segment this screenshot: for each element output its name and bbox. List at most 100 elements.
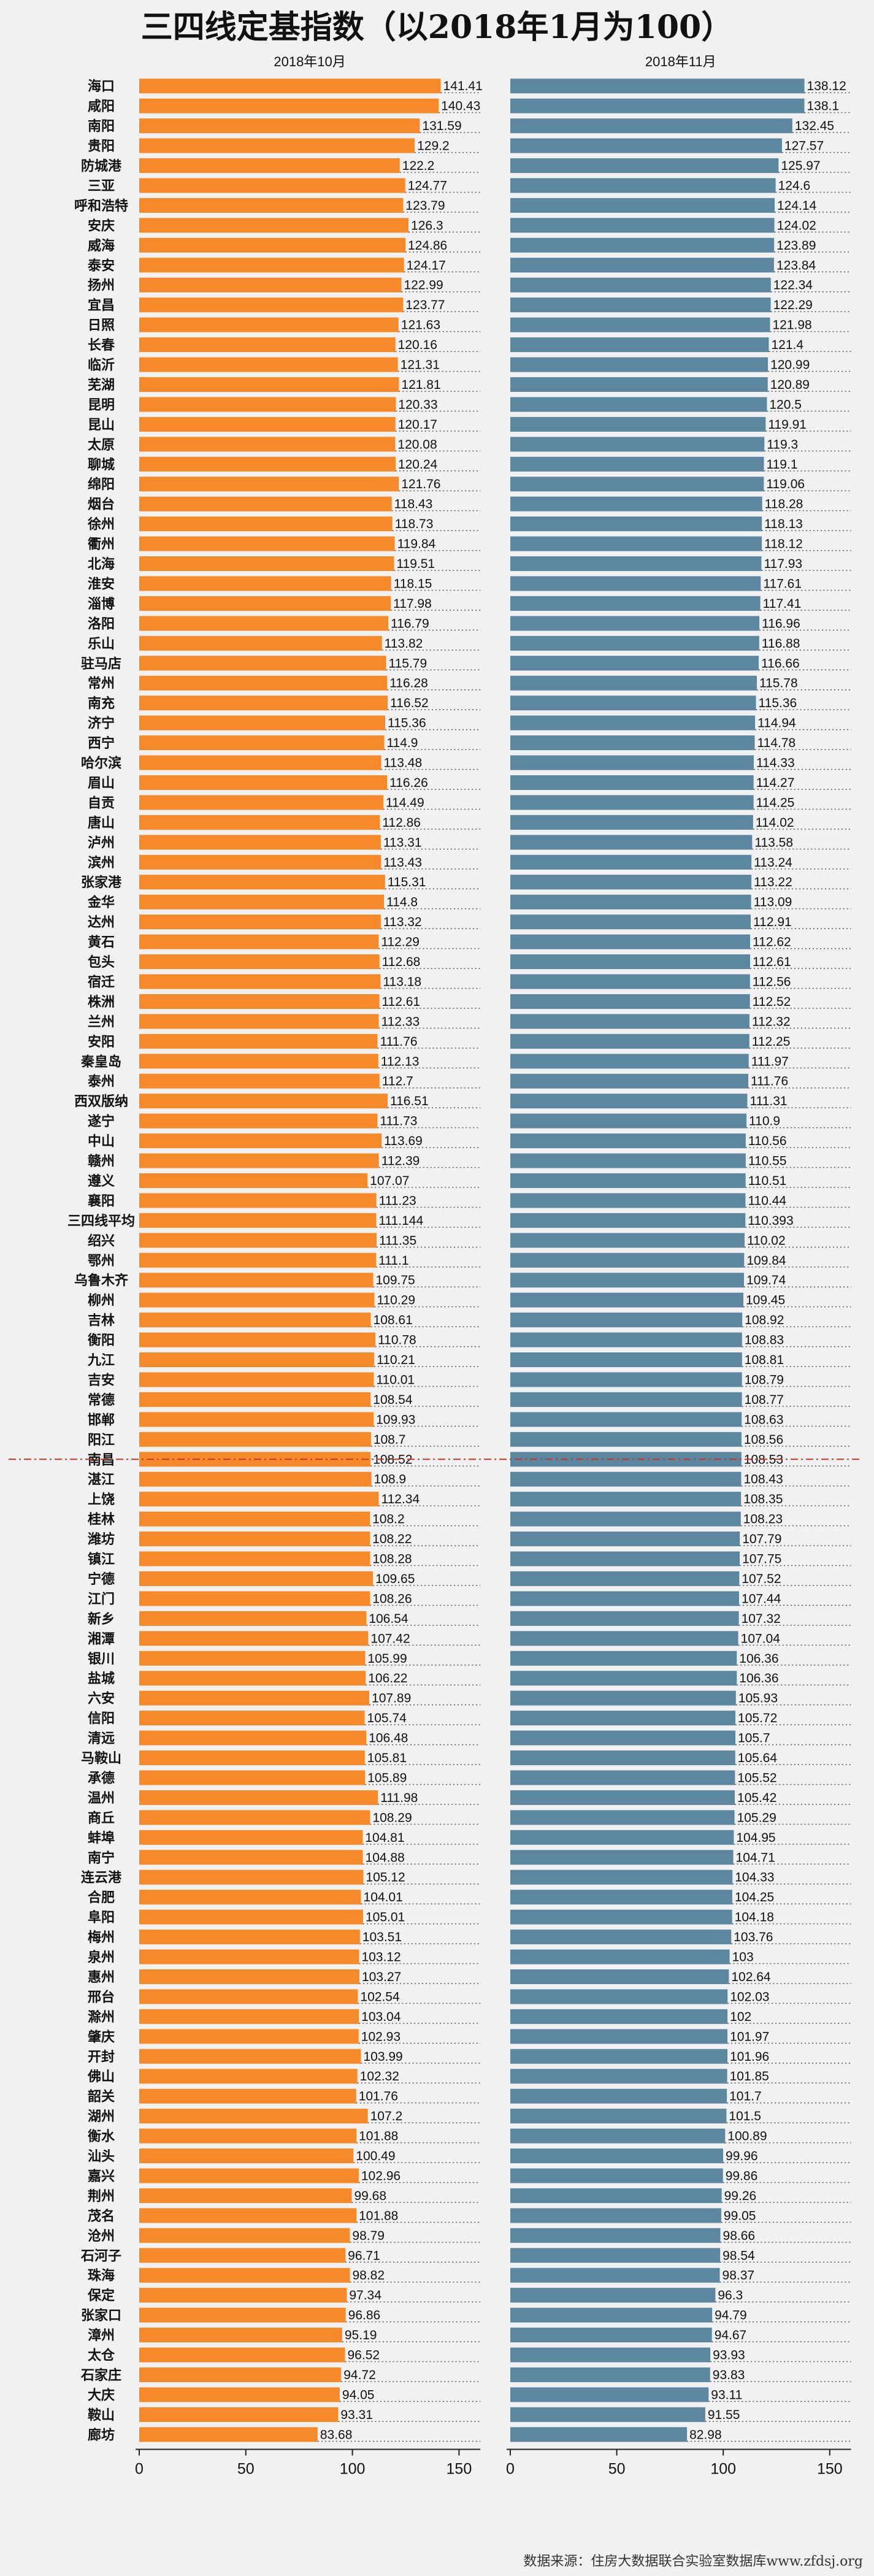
- value-label-oct: 108.61: [374, 1313, 413, 1327]
- value-label-oct: 107.2: [370, 2109, 403, 2123]
- category-label: 廊坊: [88, 2427, 115, 2443]
- value-label-oct: 107.42: [370, 1631, 410, 1646]
- value-label-oct: 97.34: [349, 2288, 381, 2302]
- value-label-nov: 99.86: [726, 2169, 758, 2183]
- category-label: 荆州: [88, 2188, 115, 2204]
- value-label-oct: 131.59: [422, 119, 461, 133]
- value-label-oct: 112.34: [381, 1492, 420, 1506]
- category-label: 三四线平均: [67, 1213, 135, 1229]
- bar-nov: [510, 2009, 728, 2024]
- bar-oct: [139, 1571, 374, 1586]
- category-label: 大庆: [88, 2387, 115, 2403]
- value-label-nov: 101.97: [730, 2030, 769, 2044]
- value-label-nov: 120.99: [770, 358, 810, 372]
- bar-nov: [510, 2029, 728, 2044]
- bar-nov: [510, 178, 776, 193]
- series-header-nov: 2018年11月: [645, 54, 716, 69]
- category-label: 衢州: [88, 537, 115, 553]
- value-label-oct: 108.29: [372, 1811, 412, 1825]
- value-label-oct: 112.61: [381, 995, 420, 1009]
- value-label-nov: 116.88: [762, 637, 800, 651]
- bar-nov: [510, 1173, 746, 1188]
- value-label-nov: 111.31: [749, 1094, 787, 1108]
- value-label-nov: 101.96: [730, 2050, 769, 2064]
- bar-nov: [510, 237, 775, 253]
- value-label-oct: 126.3: [411, 218, 443, 232]
- bar-nov: [510, 1671, 737, 1686]
- value-label-oct: 116.51: [390, 1094, 429, 1108]
- bar-oct: [139, 1631, 369, 1646]
- bar-nov: [510, 675, 757, 691]
- bar-nov: [510, 477, 764, 492]
- bar-oct: [139, 914, 381, 930]
- category-label: 防城港: [81, 158, 122, 174]
- bar-nov: [510, 2168, 723, 2183]
- bar-oct: [139, 237, 406, 253]
- bar-nov: [510, 2069, 727, 2084]
- bar-nov: [510, 2267, 720, 2283]
- value-label-oct: 115.31: [388, 875, 426, 889]
- value-label-nov: 112.56: [753, 975, 791, 989]
- value-label-oct: 106.22: [368, 1671, 407, 1685]
- category-label: 泸州: [88, 835, 115, 851]
- bar-oct: [139, 1392, 371, 1407]
- value-label-oct: 98.82: [352, 2269, 385, 2283]
- value-label-oct: 111.23: [379, 1194, 416, 1208]
- category-label: 宁德: [88, 1571, 115, 1587]
- category-label: 梅州: [88, 1930, 115, 1945]
- category-label: 吉林: [88, 1313, 115, 1328]
- bar-nov: [510, 158, 779, 174]
- bar-oct: [139, 2168, 359, 2183]
- bar-oct: [139, 815, 380, 830]
- bar-nov: [510, 416, 766, 432]
- value-label-nov: 94.79: [715, 2309, 747, 2323]
- value-label-nov: 118.12: [764, 537, 803, 551]
- bar-nov: [510, 1969, 729, 1984]
- category-label: 包头: [88, 954, 115, 970]
- bar-nov: [510, 437, 765, 452]
- bar-nov: [510, 974, 750, 989]
- bar-oct: [139, 1850, 363, 1865]
- category-label: 信阳: [88, 1711, 115, 1727]
- bar-nov: [510, 1153, 746, 1168]
- value-label-nov: 125.97: [781, 159, 820, 173]
- category-label: 泉州: [88, 1950, 115, 1966]
- value-label-oct: 110.21: [377, 1353, 415, 1367]
- value-label-nov: 107.32: [742, 1612, 781, 1626]
- category-label: 潍坊: [88, 1531, 115, 1547]
- value-label-oct: 113.69: [384, 1134, 423, 1148]
- value-label-nov: 109.45: [746, 1294, 785, 1308]
- value-label-oct: 120.08: [397, 437, 437, 451]
- category-label: 蚌埠: [88, 1830, 115, 1846]
- value-label-nov: 115.36: [759, 696, 797, 710]
- bar-nov: [510, 1930, 732, 1945]
- bar-oct: [139, 258, 404, 273]
- category-label: 乌鲁木齐: [74, 1273, 129, 1289]
- value-label-nov: 113.09: [754, 895, 792, 910]
- value-label-nov: 112.32: [752, 1014, 791, 1029]
- value-label-oct: 123.77: [405, 298, 445, 312]
- category-label: 扬州: [88, 278, 115, 294]
- bar-nov: [510, 1830, 734, 1845]
- category-label: 嘉兴: [88, 2168, 115, 2184]
- category-label: 唐山: [88, 815, 115, 831]
- value-label-oct: 101.76: [359, 2090, 398, 2104]
- bar-nov: [510, 1492, 742, 1507]
- bar-nov: [510, 1770, 735, 1785]
- value-label-nov: 107.79: [742, 1532, 781, 1546]
- bar-oct: [139, 1292, 375, 1308]
- value-label-nov: 138.1: [807, 99, 839, 113]
- bar-nov: [510, 1869, 733, 1885]
- value-label-oct: 114.9: [386, 736, 418, 750]
- value-label-oct: 111.1: [378, 1254, 408, 1268]
- bar-nov: [510, 1392, 742, 1407]
- bar-nov: [510, 914, 751, 930]
- value-label-oct: 120.33: [398, 397, 437, 412]
- category-label: 泰州: [87, 1074, 115, 1090]
- value-label-oct: 103.51: [362, 1930, 402, 1944]
- value-label-nov: 93.93: [713, 2348, 745, 2363]
- category-label: 太原: [88, 437, 115, 453]
- value-label-oct: 108.54: [373, 1393, 413, 1407]
- category-label: 上饶: [88, 1492, 115, 1508]
- value-label-nov: 101.5: [729, 2109, 761, 2123]
